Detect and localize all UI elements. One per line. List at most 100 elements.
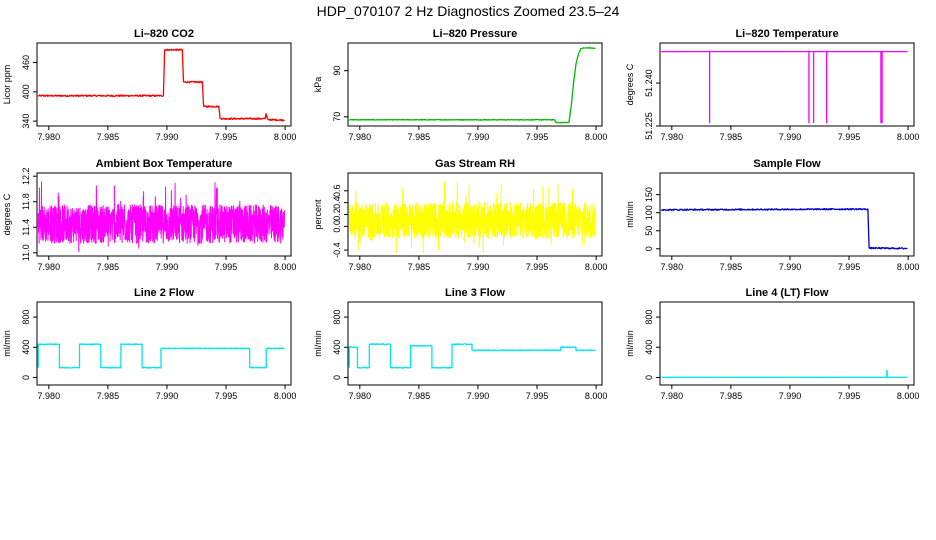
y-tick-label: 12.2 (21, 167, 31, 185)
panel-title: Line 2 Flow (134, 287, 194, 299)
panels-group: Li–820 CO2 Licor ppm 7.980 7.985 7.990 7.995 8… (2, 28, 919, 401)
x-tick-label: 7.980 (349, 132, 372, 142)
plot-frame (347, 42, 603, 127)
x-tick-label: 7.995 (215, 391, 238, 401)
x-tick-label: 8.000 (585, 262, 608, 272)
x-tick-label: 7.980 (661, 391, 684, 401)
x-tick-label: 7.995 (526, 262, 549, 272)
y-tick-label: 0 (21, 375, 31, 380)
x-tick-label: 7.980 (349, 262, 372, 272)
x-tick-label: 7.985 (408, 132, 431, 142)
x-tick-label: 7.980 (349, 391, 372, 401)
series-line (660, 207, 908, 250)
y-tick-label: 340 (21, 114, 31, 129)
figure-title: HDP_070107 2 Hz Diagnostics Zoomed 23.5–… (317, 3, 620, 19)
series-line (348, 181, 596, 254)
x-tick-label: 8.000 (897, 132, 920, 142)
x-tick-label: 7.980 (661, 132, 684, 142)
panel-title: Line 4 (LT) Flow (746, 287, 829, 299)
chart-panel: Li–820 Pressure kPa 7.980 7.985 7.990 7.995 8.… (313, 28, 607, 142)
x-tick-label: 7.985 (720, 262, 743, 272)
plot-frame (659, 172, 915, 257)
y-tick-label: 800 (21, 310, 31, 325)
series-line (661, 50, 908, 124)
y-tick-label: 0 (332, 375, 342, 380)
series-line (348, 343, 596, 369)
x-tick-label: 7.990 (779, 391, 802, 401)
y-tick-label: 400 (644, 340, 654, 355)
x-tick-label: 8.000 (274, 132, 297, 142)
y-tick-label: 51.240 (644, 69, 654, 97)
series-line (37, 48, 285, 122)
y-tick-label: 0 (644, 375, 654, 380)
y-tick-label: 0.2 (332, 208, 342, 221)
x-tick-label: 7.985 (408, 391, 431, 401)
panel-title: Line 3 Flow (445, 287, 505, 299)
y-axis-label: ml/min (625, 330, 635, 357)
panel-title: Li–820 Pressure (433, 28, 517, 40)
y-tick-label: 400 (21, 340, 31, 355)
y-axis-label: kPa (313, 77, 323, 93)
chart-panel: Ambient Box Temperature degrees C 7.980 7.9… (2, 158, 296, 272)
y-tick-label: 800 (644, 310, 654, 325)
x-tick-label: 7.990 (156, 391, 179, 401)
x-tick-label: 7.990 (779, 132, 802, 142)
x-tick-label: 7.995 (215, 132, 238, 142)
x-tick-label: 7.995 (838, 391, 861, 401)
x-tick-label: 7.985 (97, 391, 120, 401)
y-tick-label: 51.225 (644, 112, 654, 140)
x-tick-label: 7.990 (156, 262, 179, 272)
panel-title: Sample Flow (753, 158, 821, 170)
y-axis-label: Licor ppm (2, 65, 12, 105)
chart-panel: Line 2 Flow ml/min 7.980 7.985 7.990 7.995 8.0… (2, 287, 296, 401)
x-tick-label: 7.980 (38, 132, 61, 142)
plot-frame (36, 172, 292, 257)
x-tick-label: 7.990 (779, 262, 802, 272)
y-tick-label: 0.6 (332, 185, 342, 198)
x-tick-label: 7.995 (215, 262, 238, 272)
y-tick-label: 0.4 (332, 196, 342, 209)
y-tick-label: 400 (332, 340, 342, 355)
x-tick-label: 7.980 (661, 262, 684, 272)
chart-panel: Sample Flow ml/min 7.980 7.985 7.990 7.995 8.0… (625, 158, 919, 272)
x-tick-label: 7.980 (38, 262, 61, 272)
panel-title: Li–820 CO2 (134, 28, 194, 40)
y-tick-label: 100 (644, 205, 654, 220)
series-line (349, 46, 596, 124)
x-tick-label: 8.000 (274, 391, 297, 401)
chart-panel: Gas Stream RH percent 7.980 7.985 7.990 7.995… (313, 158, 607, 272)
series-line (37, 343, 285, 369)
chart-panel: Li–820 Temperature degrees C 7.980 7.985 7.9… (625, 28, 919, 142)
plot-frame (659, 42, 915, 127)
y-tick-label: 90 (332, 66, 342, 76)
y-axis-label: percent (313, 199, 323, 230)
x-tick-label: 7.985 (97, 262, 120, 272)
y-tick-label: 70 (332, 112, 342, 122)
x-tick-label: 7.985 (97, 132, 120, 142)
x-tick-label: 7.995 (526, 132, 549, 142)
chart-panel: Line 3 Flow ml/min 7.980 7.985 7.990 7.995 8.0… (313, 287, 607, 401)
panel-title: Ambient Box Temperature (96, 158, 233, 170)
chart-panel: Line 4 (LT) Flow ml/min 7.980 7.985 7.990 7.9… (625, 287, 919, 401)
x-tick-label: 8.000 (585, 132, 608, 142)
y-tick-label: 460 (21, 55, 31, 70)
y-tick-label: -0.4 (332, 242, 342, 258)
x-tick-label: 7.990 (467, 132, 490, 142)
plot-frame (36, 301, 292, 386)
x-tick-label: 8.000 (897, 391, 920, 401)
plot-frame (659, 301, 915, 386)
y-axis-label: ml/min (313, 330, 323, 357)
x-tick-label: 7.990 (156, 132, 179, 142)
x-tick-label: 7.985 (720, 132, 743, 142)
y-axis-label: degrees C (625, 63, 635, 105)
plot-frame (347, 301, 603, 386)
y-tick-label: 11.0 (21, 244, 31, 261)
y-axis-label: degrees C (2, 193, 12, 235)
y-tick-label: 800 (332, 310, 342, 325)
series-line (37, 181, 285, 252)
y-tick-label: 50 (644, 226, 654, 236)
series-line (661, 370, 908, 379)
chart-panel: Li–820 CO2 Licor ppm 7.980 7.985 7.990 7.995 8… (2, 28, 296, 142)
x-tick-label: 7.995 (526, 391, 549, 401)
